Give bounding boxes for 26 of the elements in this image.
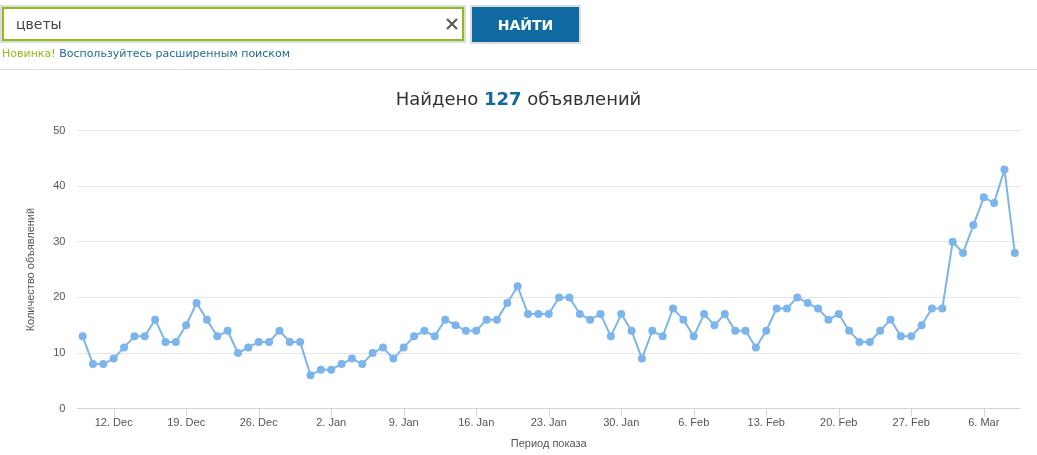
- x-tick-label: 26. Dec: [239, 416, 279, 429]
- x-tick-label: 9. Jan: [388, 416, 419, 429]
- text: Воспользуйтесь расширенным поиском: [59, 47, 290, 60]
- x-tick-label: 13. Feb: [747, 416, 785, 429]
- x-tick-label: 30. Jan: [603, 416, 640, 429]
- x-tick-label: 2. Jan: [316, 416, 347, 429]
- y-tick-label: 40: [53, 179, 66, 192]
- x-tick-label: 12. Dec: [94, 416, 134, 429]
- x-tick-label: 23. Jan: [530, 416, 567, 429]
- x-tick-label: 19. Dec: [167, 416, 206, 429]
- y-axis-title: Количество объявлений: [23, 207, 36, 332]
- text: Новинка!: [2, 47, 56, 60]
- y-tick-label: 0: [59, 401, 66, 414]
- y-tick-label: 20: [53, 290, 66, 303]
- x-tick-label: 27. Feb: [892, 416, 930, 429]
- text: НАЙТИ: [472, 7, 579, 42]
- chart-title: Найдено 127 объявлений: [395, 88, 642, 109]
- y-tick-label: 50: [53, 123, 66, 136]
- y-tick-label: 30: [53, 234, 66, 247]
- y-tick-label: 10: [53, 346, 66, 359]
- x-tick-label: 6. Mar: [968, 416, 1000, 429]
- text: цветы: [2, 7, 464, 41]
- x-tick-label: 6. Feb: [678, 416, 710, 429]
- x-tick-label: 16. Jan: [458, 416, 495, 429]
- x-tick-label: 20. Feb: [820, 416, 858, 429]
- x-axis-title: Период показа: [510, 437, 588, 450]
